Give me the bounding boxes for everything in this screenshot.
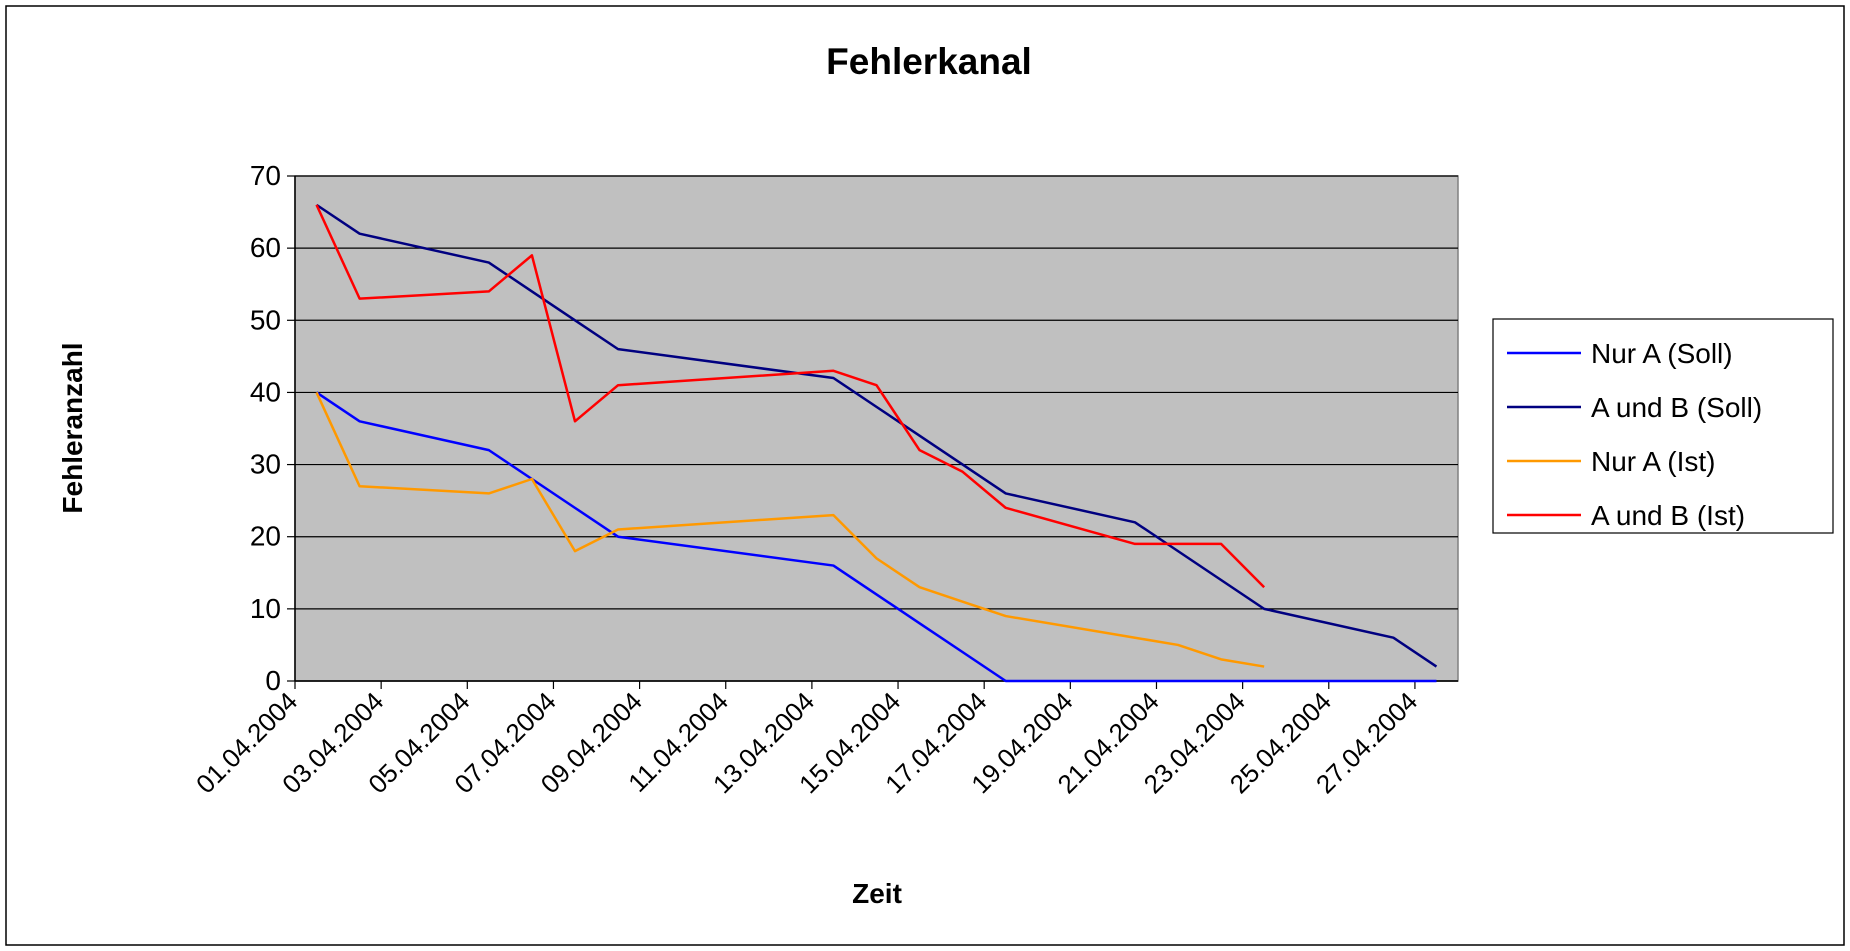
chart-title: Fehlerkanal [826, 41, 1032, 82]
y-tick-label: 70 [250, 160, 281, 191]
y-axis-label: Fehleranzahl [57, 342, 88, 513]
legend-label: Nur A (Ist) [1591, 446, 1715, 477]
legend-box [1492, 318, 1834, 534]
y-tick-label: 50 [250, 304, 281, 335]
y-tick-label: 0 [265, 665, 281, 696]
series-line [315, 391, 1437, 683]
y-tick-label: 60 [250, 232, 281, 263]
series-line [315, 391, 1265, 668]
legend-label: A und B (Soll) [1591, 392, 1762, 423]
legend-label: A und B (Ist) [1591, 500, 1745, 531]
plot-area [294, 175, 1459, 682]
series-line [315, 204, 1266, 589]
y-tick-label: 30 [250, 449, 281, 480]
series-line [315, 203, 1438, 668]
legend-label: Nur A (Soll) [1591, 338, 1733, 369]
y-tick-label: 20 [250, 521, 281, 552]
y-tick-label: 10 [250, 593, 281, 624]
x-axis-label: Zeit [852, 878, 902, 909]
y-tick-label: 40 [250, 376, 281, 407]
